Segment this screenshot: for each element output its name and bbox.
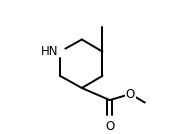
Text: O: O: [105, 120, 114, 133]
Text: O: O: [126, 88, 135, 100]
Text: HN: HN: [41, 45, 59, 58]
